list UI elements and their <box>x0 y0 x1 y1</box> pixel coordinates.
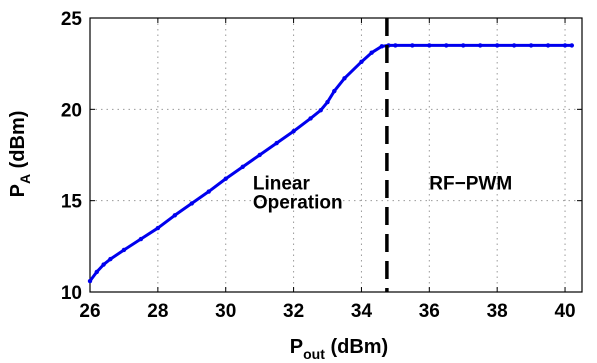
data-point <box>318 108 323 113</box>
data-point <box>427 43 432 48</box>
plot-frame <box>89 17 583 293</box>
data-point <box>528 43 534 48</box>
data-point <box>369 50 374 55</box>
data-point <box>379 44 385 49</box>
series-layer <box>87 18 575 292</box>
y-tick-label: 10 <box>61 283 82 304</box>
data-point <box>461 43 466 48</box>
data-point <box>121 247 127 253</box>
data-point <box>223 176 228 181</box>
annotation-line: Linear <box>253 174 311 195</box>
data-point <box>325 99 330 105</box>
x-tick-label: 30 <box>215 301 236 322</box>
annotation-line: RF−PWM <box>429 174 512 195</box>
data-point <box>511 43 517 48</box>
data-point <box>94 269 99 275</box>
annotation-1: RF−PWM <box>429 174 512 195</box>
data-point <box>569 43 575 48</box>
y-tick-label: 20 <box>61 100 82 121</box>
data-point <box>332 88 337 94</box>
y-axis-label: PA (dBm) <box>7 111 33 198</box>
x-tick-label: 36 <box>419 301 440 322</box>
data-point <box>172 213 178 218</box>
annotations-layer: Linear Operation RF−PWM <box>253 174 512 214</box>
x-axis-label: Pout (dBm) <box>290 336 388 362</box>
data-point <box>240 164 245 170</box>
data-point <box>562 43 568 48</box>
data-point <box>545 43 551 48</box>
data-point <box>274 140 279 146</box>
data-point <box>101 262 106 267</box>
annotation-line: Operation <box>253 193 343 214</box>
x-tick-label: 40 <box>554 301 575 322</box>
y-tick-label: 25 <box>61 9 83 30</box>
series-line-0 <box>88 43 574 283</box>
y-tick-label: 15 <box>61 192 83 213</box>
data-point <box>494 43 500 48</box>
data-point <box>291 129 296 134</box>
data-point <box>444 43 449 48</box>
annotation-0: Linear Operation <box>253 174 343 214</box>
data-point <box>410 43 415 48</box>
data-point <box>393 43 398 48</box>
data-point <box>138 236 144 242</box>
data-point <box>359 59 364 65</box>
data-point <box>257 152 262 158</box>
x-tick-label: 34 <box>351 301 373 322</box>
x-tick-label: 32 <box>283 301 304 322</box>
data-point <box>189 201 194 206</box>
data-point <box>206 189 211 194</box>
x-tick-label: 38 <box>487 301 508 322</box>
data-point <box>108 256 113 262</box>
x-tick-label: 28 <box>147 301 168 322</box>
axes <box>89 17 583 293</box>
data-point <box>342 76 347 81</box>
data-point <box>155 225 161 231</box>
x-tick-label: 26 <box>79 301 100 322</box>
data-point <box>478 43 483 48</box>
data-point <box>87 278 93 284</box>
data-point <box>308 116 313 121</box>
ticks: 26 28 30 32 34 36 38 40 10 15 20 25 <box>61 9 582 322</box>
grid-lines <box>90 18 582 292</box>
